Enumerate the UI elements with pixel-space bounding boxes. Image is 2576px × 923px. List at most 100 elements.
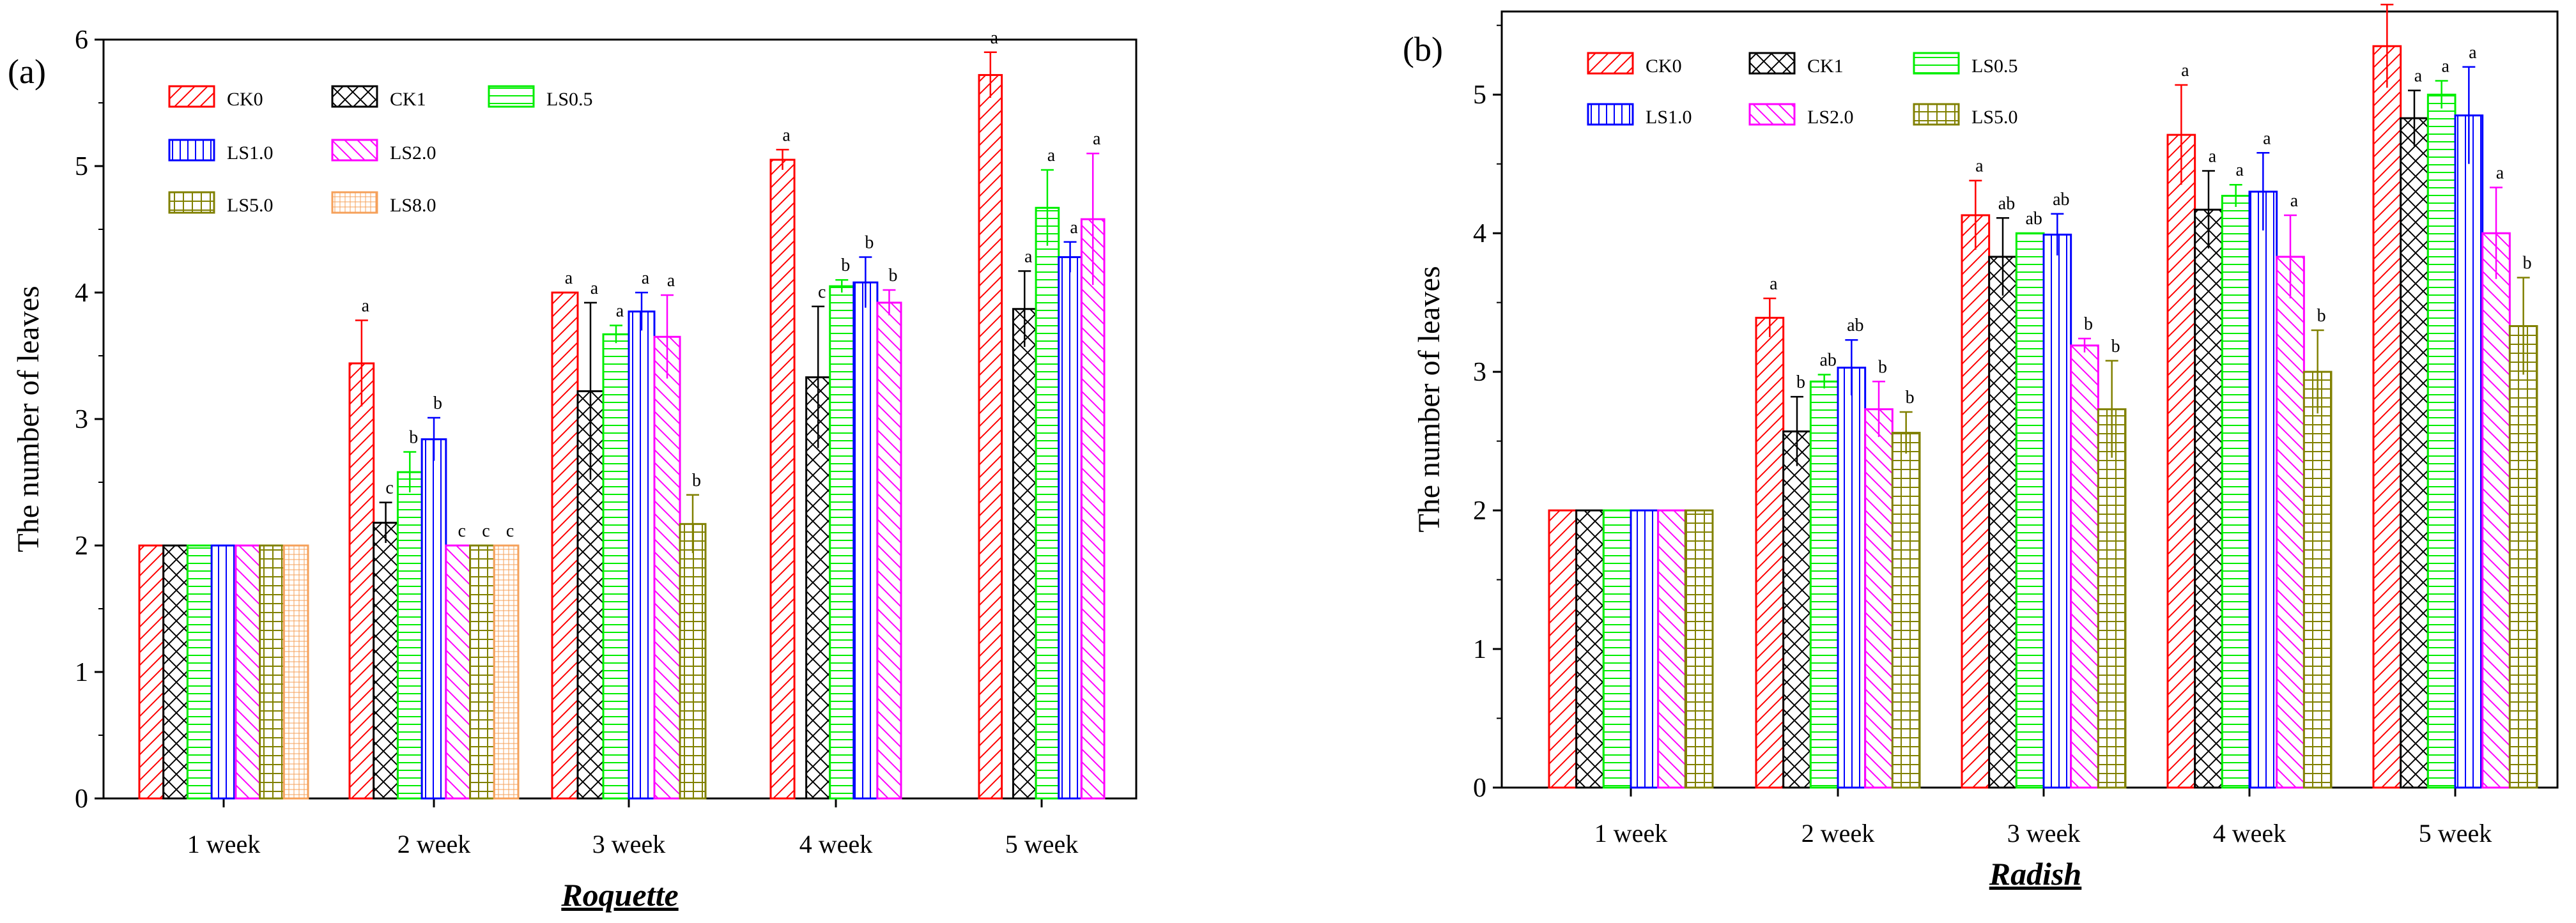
significance-label: a [362, 296, 370, 316]
legend-swatch-ls1-0 [1587, 103, 1634, 126]
significance-label: b [888, 266, 897, 286]
bar-ls1-0-4-week [2248, 190, 2278, 789]
bar-ls1-0-5-week [1058, 256, 1083, 800]
legend-swatch-ls5-0 [168, 191, 215, 214]
bar-ls0-5-5-week [2426, 93, 2456, 789]
legend-label: LS8.0 [390, 195, 436, 216]
significance-label: a [2263, 128, 2271, 148]
significance-label: ab [1847, 316, 1863, 335]
y-tick-label: 4 [75, 278, 88, 308]
legend-label: LS1.0 [1646, 107, 1692, 128]
significance-label: c [385, 478, 393, 498]
legend-swatch-ck0 [168, 85, 215, 108]
bar-ls0-5-5-week [1035, 206, 1060, 800]
bar-ck1-5-week [1012, 308, 1037, 800]
x-tick-label: 3 week [592, 830, 665, 858]
bar-ls8-0-2-week [493, 544, 520, 800]
panel-label: (a) [8, 52, 46, 91]
x-tick-label: 5 week [2419, 819, 2492, 848]
significance-label: b [1906, 388, 1915, 408]
legend-label: CK1 [390, 89, 426, 110]
x-tick-label: 4 week [2213, 819, 2286, 848]
legend-label: LS2.0 [390, 142, 436, 164]
significance-label: a [1024, 247, 1033, 266]
y-tick-label: 4 [1473, 219, 1486, 248]
x-tick-label: 1 week [1594, 819, 1667, 848]
significance-label: c [506, 521, 514, 541]
legend-label: CK0 [1646, 56, 1682, 77]
bar-ls1-0-3-week [2042, 233, 2072, 789]
legend-swatch-ls8-0 [331, 191, 378, 214]
x-tick-label: 3 week [2007, 819, 2080, 848]
significance-label: b [865, 233, 874, 253]
bar-ls2-0-3-week [2070, 344, 2099, 789]
bar-ck1-3-week [1988, 256, 2017, 789]
x-tick-label: 2 week [1801, 819, 1874, 848]
bar-ls5-0-3-week [679, 523, 707, 800]
y-tick-label: 0 [1473, 774, 1486, 803]
legend-label: LS0.5 [546, 89, 593, 110]
significance-label: b [1878, 357, 1887, 377]
significance-label: c [458, 521, 465, 541]
bar-ck0-4-week [2166, 133, 2196, 789]
bar-ck1-5-week [2400, 117, 2429, 789]
significance-label: a [590, 278, 599, 298]
legend-label: LS0.5 [1971, 56, 2018, 77]
bar-ls2-0-4-week [2276, 256, 2305, 789]
significance-label: ab [1998, 194, 2015, 213]
bar-ls2-0-5-week [2481, 232, 2511, 789]
bar-ls1-0-4-week [852, 281, 879, 800]
bar-ls5-0-1-week [259, 544, 285, 800]
y-tick-label: 6 [75, 26, 88, 55]
y-tick-label: 5 [75, 152, 88, 181]
bar-ls1-0-1-week [210, 544, 237, 800]
y-tick-label: 3 [75, 405, 88, 434]
bar-ck1-2-week [373, 521, 399, 800]
bar-ck1-1-week [1575, 509, 1605, 789]
x-tick-label: 5 week [1005, 830, 1078, 858]
bar-ck0-4-week [769, 158, 796, 800]
significance-label: b [692, 471, 701, 491]
bar-ck0-3-week [1961, 214, 1991, 789]
legend-label: LS1.0 [227, 142, 274, 164]
significance-label: c [482, 521, 490, 541]
significance-label: a [565, 268, 573, 288]
significance-label: a [1070, 218, 1078, 238]
legend-label: LS2.0 [1807, 107, 1854, 128]
bar-ls5-0-5-week [2508, 325, 2538, 789]
bar-ck0-1-week [1548, 509, 1578, 789]
bar-ls5-0-2-week [469, 544, 495, 800]
significance-label: b [2111, 337, 2120, 356]
chart-title: Radish [1989, 856, 2082, 892]
significance-label: a [642, 268, 650, 288]
chart-title: Roquette [560, 877, 678, 913]
y-tick-label: 1 [75, 658, 88, 687]
legend-swatch-ck1 [331, 85, 378, 108]
bar-ck0-1-week [138, 544, 165, 800]
bar-ck0-3-week [551, 291, 579, 800]
bar-ls2-0-5-week [1080, 218, 1106, 800]
significance-label: b [433, 393, 442, 413]
bar-ls1-0-1-week [1630, 509, 1660, 789]
significance-label: a [2181, 61, 2189, 80]
bar-ck0-2-week [348, 362, 375, 800]
bar-ls1-0-3-week [628, 310, 656, 800]
legend-swatch-ck1 [1748, 52, 1796, 75]
y-axis-label: The number of leaves [1412, 266, 1446, 532]
significance-label: b [841, 256, 850, 275]
legend-label: CK0 [227, 89, 263, 110]
legend-label: LS5.0 [227, 195, 274, 216]
x-tick-label: 1 week [187, 830, 260, 858]
x-tick-label: 4 week [799, 830, 872, 858]
bar-ls0-5-2-week [1809, 380, 1839, 789]
bar-ls0-5-1-week [1602, 509, 1632, 789]
bar-ls5-0-3-week [2097, 408, 2127, 789]
legend-swatch-ls5-0 [1913, 103, 1960, 126]
legend-swatch-ls2-0 [1748, 103, 1796, 126]
bar-ls2-0-1-week [1657, 509, 1686, 789]
bar-ls8-0-1-week [282, 544, 309, 800]
y-tick-label: 5 [1473, 80, 1486, 110]
significance-label: a [782, 125, 791, 145]
bar-ls0-5-3-week [602, 333, 630, 800]
